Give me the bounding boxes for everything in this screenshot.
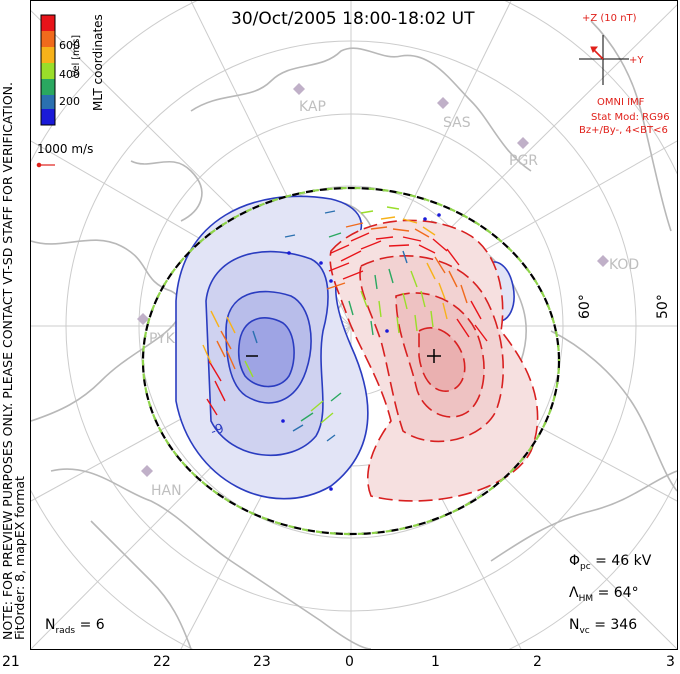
mlt-label-3: 3 xyxy=(666,654,675,670)
imf-z-label: +Z (10 nT) xyxy=(582,13,637,24)
imf-y-label: +Y xyxy=(629,55,644,66)
mlt-label-23: 23 xyxy=(253,654,271,670)
stat-n-rads: Nrads = 6 xyxy=(45,617,105,636)
velocity-reference-vector xyxy=(36,162,55,168)
coordinate-system-label: MLT coordinates xyxy=(91,14,105,111)
stat-model-label: Stat Mod: RG96 xyxy=(591,112,670,123)
mlt-label-1: 1 xyxy=(431,654,440,670)
map-title: 30/Oct/2005 18:00-18:02 UT xyxy=(231,9,475,29)
negative-cell-core xyxy=(237,317,295,388)
velocity-reference-label: 1000 m/s xyxy=(37,142,94,156)
imf-condition-label: Bz+/By-, 4<BT<6 xyxy=(579,125,668,136)
color-scale xyxy=(40,14,56,126)
station-label-pgr: PGR xyxy=(509,153,539,169)
map-frame: 30/Oct/2005 18:00-18:02 UT Vel [m/s] 600… xyxy=(30,0,678,650)
station-label-kod: KOD xyxy=(609,257,640,273)
velocity-tick-400: 400 xyxy=(59,68,80,81)
mlt-label-0: 0 xyxy=(345,654,354,670)
velocity-vectors xyxy=(202,206,488,491)
mlt-label-21: 21 xyxy=(2,654,20,670)
stat-phi-pc: Φpc = 46 kV xyxy=(569,553,652,572)
station-label-pyk: PYK xyxy=(149,331,175,347)
polar-convection-map xyxy=(31,1,677,649)
imf-source-label: OMNI IMF xyxy=(597,97,645,108)
imf-clock xyxy=(579,35,629,85)
latitude-label-60: 60° xyxy=(577,294,593,319)
latitude-label-50: 50° xyxy=(655,294,671,319)
mlt-label-2: 2 xyxy=(533,654,542,670)
velocity-tick-200: 200 xyxy=(59,95,80,108)
potential-extrema xyxy=(246,349,441,363)
mlt-label-22: 22 xyxy=(153,654,171,670)
stat-lambda-hm: ΛHM = 64° xyxy=(569,585,639,604)
velocity-tick-600: 600 xyxy=(59,39,80,52)
heppner-maynard-boundary-green xyxy=(141,186,561,536)
fit-order-note: FitOrder: 8, mapEX format xyxy=(12,476,27,640)
station-label-han: HAN xyxy=(151,483,182,499)
preview-note: NOTE: FOR PREVIEW PURPOSES ONLY. PLEASE … xyxy=(0,82,27,640)
positive-cell-core xyxy=(418,327,466,392)
station-markers xyxy=(137,83,609,477)
station-label-sas: SAS xyxy=(443,115,471,131)
negative-potential-cell xyxy=(175,195,515,500)
stat-n-vc: Nvc = 346 xyxy=(569,617,638,636)
station-label-kap: KAP xyxy=(299,99,326,115)
